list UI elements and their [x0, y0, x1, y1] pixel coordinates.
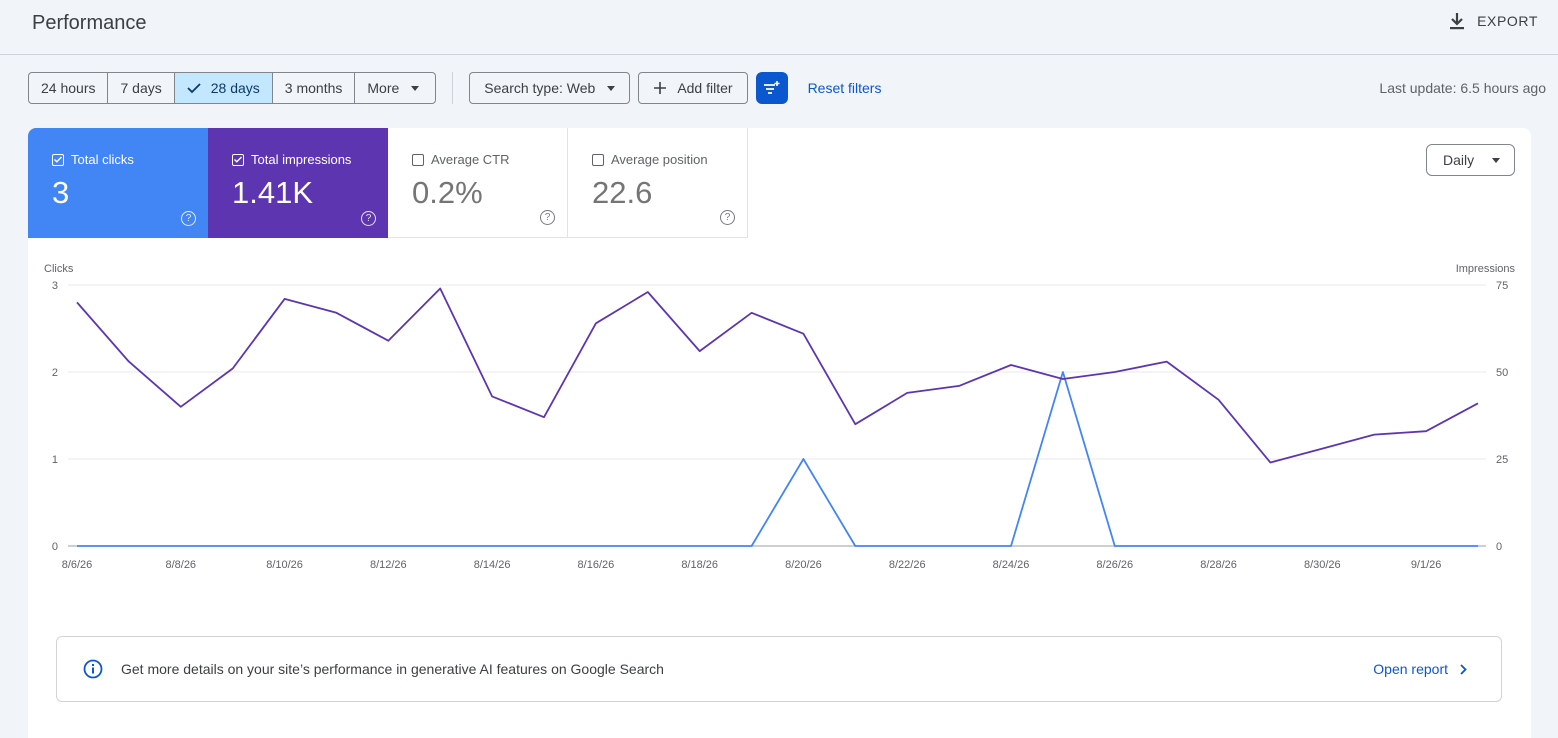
range-7-days[interactable]: 7 days	[108, 73, 175, 103]
series-line-clicks	[77, 371, 1478, 547]
page-header: Performance EXPORT	[0, 0, 1558, 55]
add-filter-label: Add filter	[677, 80, 733, 96]
y-tick-label-left: 3	[52, 280, 58, 292]
last-update-text: Last update: 6.5 hours ago	[1379, 80, 1546, 96]
y-tick-label-left: 2	[52, 367, 58, 379]
metric-average-ctr[interactable]: Average CTR 0.2% ?	[388, 128, 568, 238]
checkbox-checked-icon[interactable]	[232, 153, 244, 166]
x-tick-label: 8/10/26	[266, 559, 303, 571]
metric-value: 1.41K	[232, 175, 314, 210]
search-type-dropdown[interactable]: Search type: Web	[469, 72, 631, 104]
help-icon[interactable]: ?	[540, 210, 555, 225]
add-filter-button[interactable]: Add filter	[638, 72, 748, 104]
help-icon[interactable]: ?	[361, 211, 376, 226]
check-icon	[187, 83, 201, 94]
chevron-right-icon	[1460, 663, 1467, 675]
checkbox-checked-icon[interactable]	[52, 153, 64, 166]
metric-value: 3	[52, 175, 70, 210]
x-tick-label: 8/22/26	[889, 559, 926, 571]
metric-value: 22.6	[592, 175, 653, 210]
download-icon	[1450, 13, 1465, 30]
export-button[interactable]: EXPORT	[1449, 12, 1538, 30]
open-report-link[interactable]: Open report	[1373, 661, 1467, 677]
metric-label: Total clicks	[71, 152, 134, 167]
metric-total-impressions[interactable]: Total impressions 1.41K ?	[208, 128, 388, 238]
x-tick-label: 9/1/26	[1411, 559, 1442, 571]
y-axis-title-right: Impressions	[1456, 263, 1516, 275]
metric-label: Average position	[611, 152, 708, 167]
range-24-hours[interactable]: 24 hours	[29, 73, 109, 103]
date-range-selector: 24 hours 7 days 28 days 3 months More	[28, 72, 437, 104]
range-3-months[interactable]: 3 months	[273, 73, 356, 103]
banner-text: Get more details on your site’s performa…	[121, 661, 664, 677]
series-line-impressions	[76, 287, 1479, 464]
performance-chart: Clicks Impressions 0 0 1 25 2 50 3 75 8/6/26 8/8/26…	[44, 263, 1516, 571]
y-tick-label-left: 0	[52, 541, 58, 553]
x-tick-label: 8/20/26	[785, 559, 822, 571]
range-28-days-label: 28 days	[210, 80, 260, 96]
open-report-label: Open report	[1373, 661, 1448, 677]
x-tick-label: 8/8/26	[165, 559, 196, 571]
more-ranges-dropdown[interactable]: More	[355, 73, 435, 103]
x-tick-label: 8/6/26	[62, 559, 93, 571]
caret-down-icon	[411, 85, 420, 91]
y-tick-label-left: 1	[52, 454, 58, 466]
ai-features-banner: Get more details on your site’s performa…	[56, 636, 1502, 702]
caret-down-icon	[1492, 157, 1501, 163]
x-tick-label: 8/24/26	[993, 559, 1030, 571]
caret-down-icon	[607, 85, 616, 91]
y-axis-title-left: Clicks	[44, 263, 74, 275]
x-tick-label: 8/16/26	[578, 559, 615, 571]
filter-spark-icon	[763, 81, 780, 94]
x-tick-label: 8/12/26	[370, 559, 407, 571]
help-icon[interactable]: ?	[720, 210, 735, 225]
y-tick-label-right: 0	[1496, 541, 1502, 553]
x-tick-label: 8/28/26	[1200, 559, 1237, 571]
reset-filters-link[interactable]: Reset filters	[807, 80, 882, 96]
filter-settings-button[interactable]	[755, 72, 788, 104]
metric-total-clicks[interactable]: Total clicks 3 ?	[28, 128, 208, 238]
x-tick-label: 8/30/26	[1304, 559, 1341, 571]
range-28-days[interactable]: 28 days	[174, 73, 273, 103]
info-icon	[83, 659, 103, 679]
granularity-dropdown[interactable]: Daily	[1426, 144, 1515, 176]
x-tick-label: 8/14/26	[474, 559, 511, 571]
checkbox-unchecked-icon[interactable]	[412, 153, 424, 166]
toolbar: 24 hours 7 days 28 days 3 months More Se…	[28, 72, 881, 104]
metric-value: 0.2%	[412, 175, 483, 210]
y-tick-label-right: 75	[1496, 280, 1508, 292]
checkbox-unchecked-icon[interactable]	[592, 153, 604, 166]
more-label: More	[367, 80, 400, 96]
x-tick-label: 8/26/26	[1096, 559, 1133, 571]
help-icon[interactable]: ?	[181, 211, 196, 226]
y-tick-label-right: 25	[1496, 454, 1508, 466]
search-type-label: Search type: Web	[484, 80, 596, 96]
y-tick-label-right: 50	[1496, 367, 1508, 379]
plus-icon	[654, 82, 667, 94]
export-label: EXPORT	[1477, 13, 1538, 29]
metric-label: Average CTR	[431, 152, 510, 167]
toolbar-divider	[452, 72, 454, 104]
page-title: Performance	[32, 12, 147, 34]
metric-average-position[interactable]: Average position 22.6 ?	[568, 128, 748, 238]
x-tick-label: 8/18/26	[681, 559, 718, 571]
granularity-label: Daily	[1443, 152, 1475, 168]
metric-label: Total impressions	[251, 152, 352, 167]
